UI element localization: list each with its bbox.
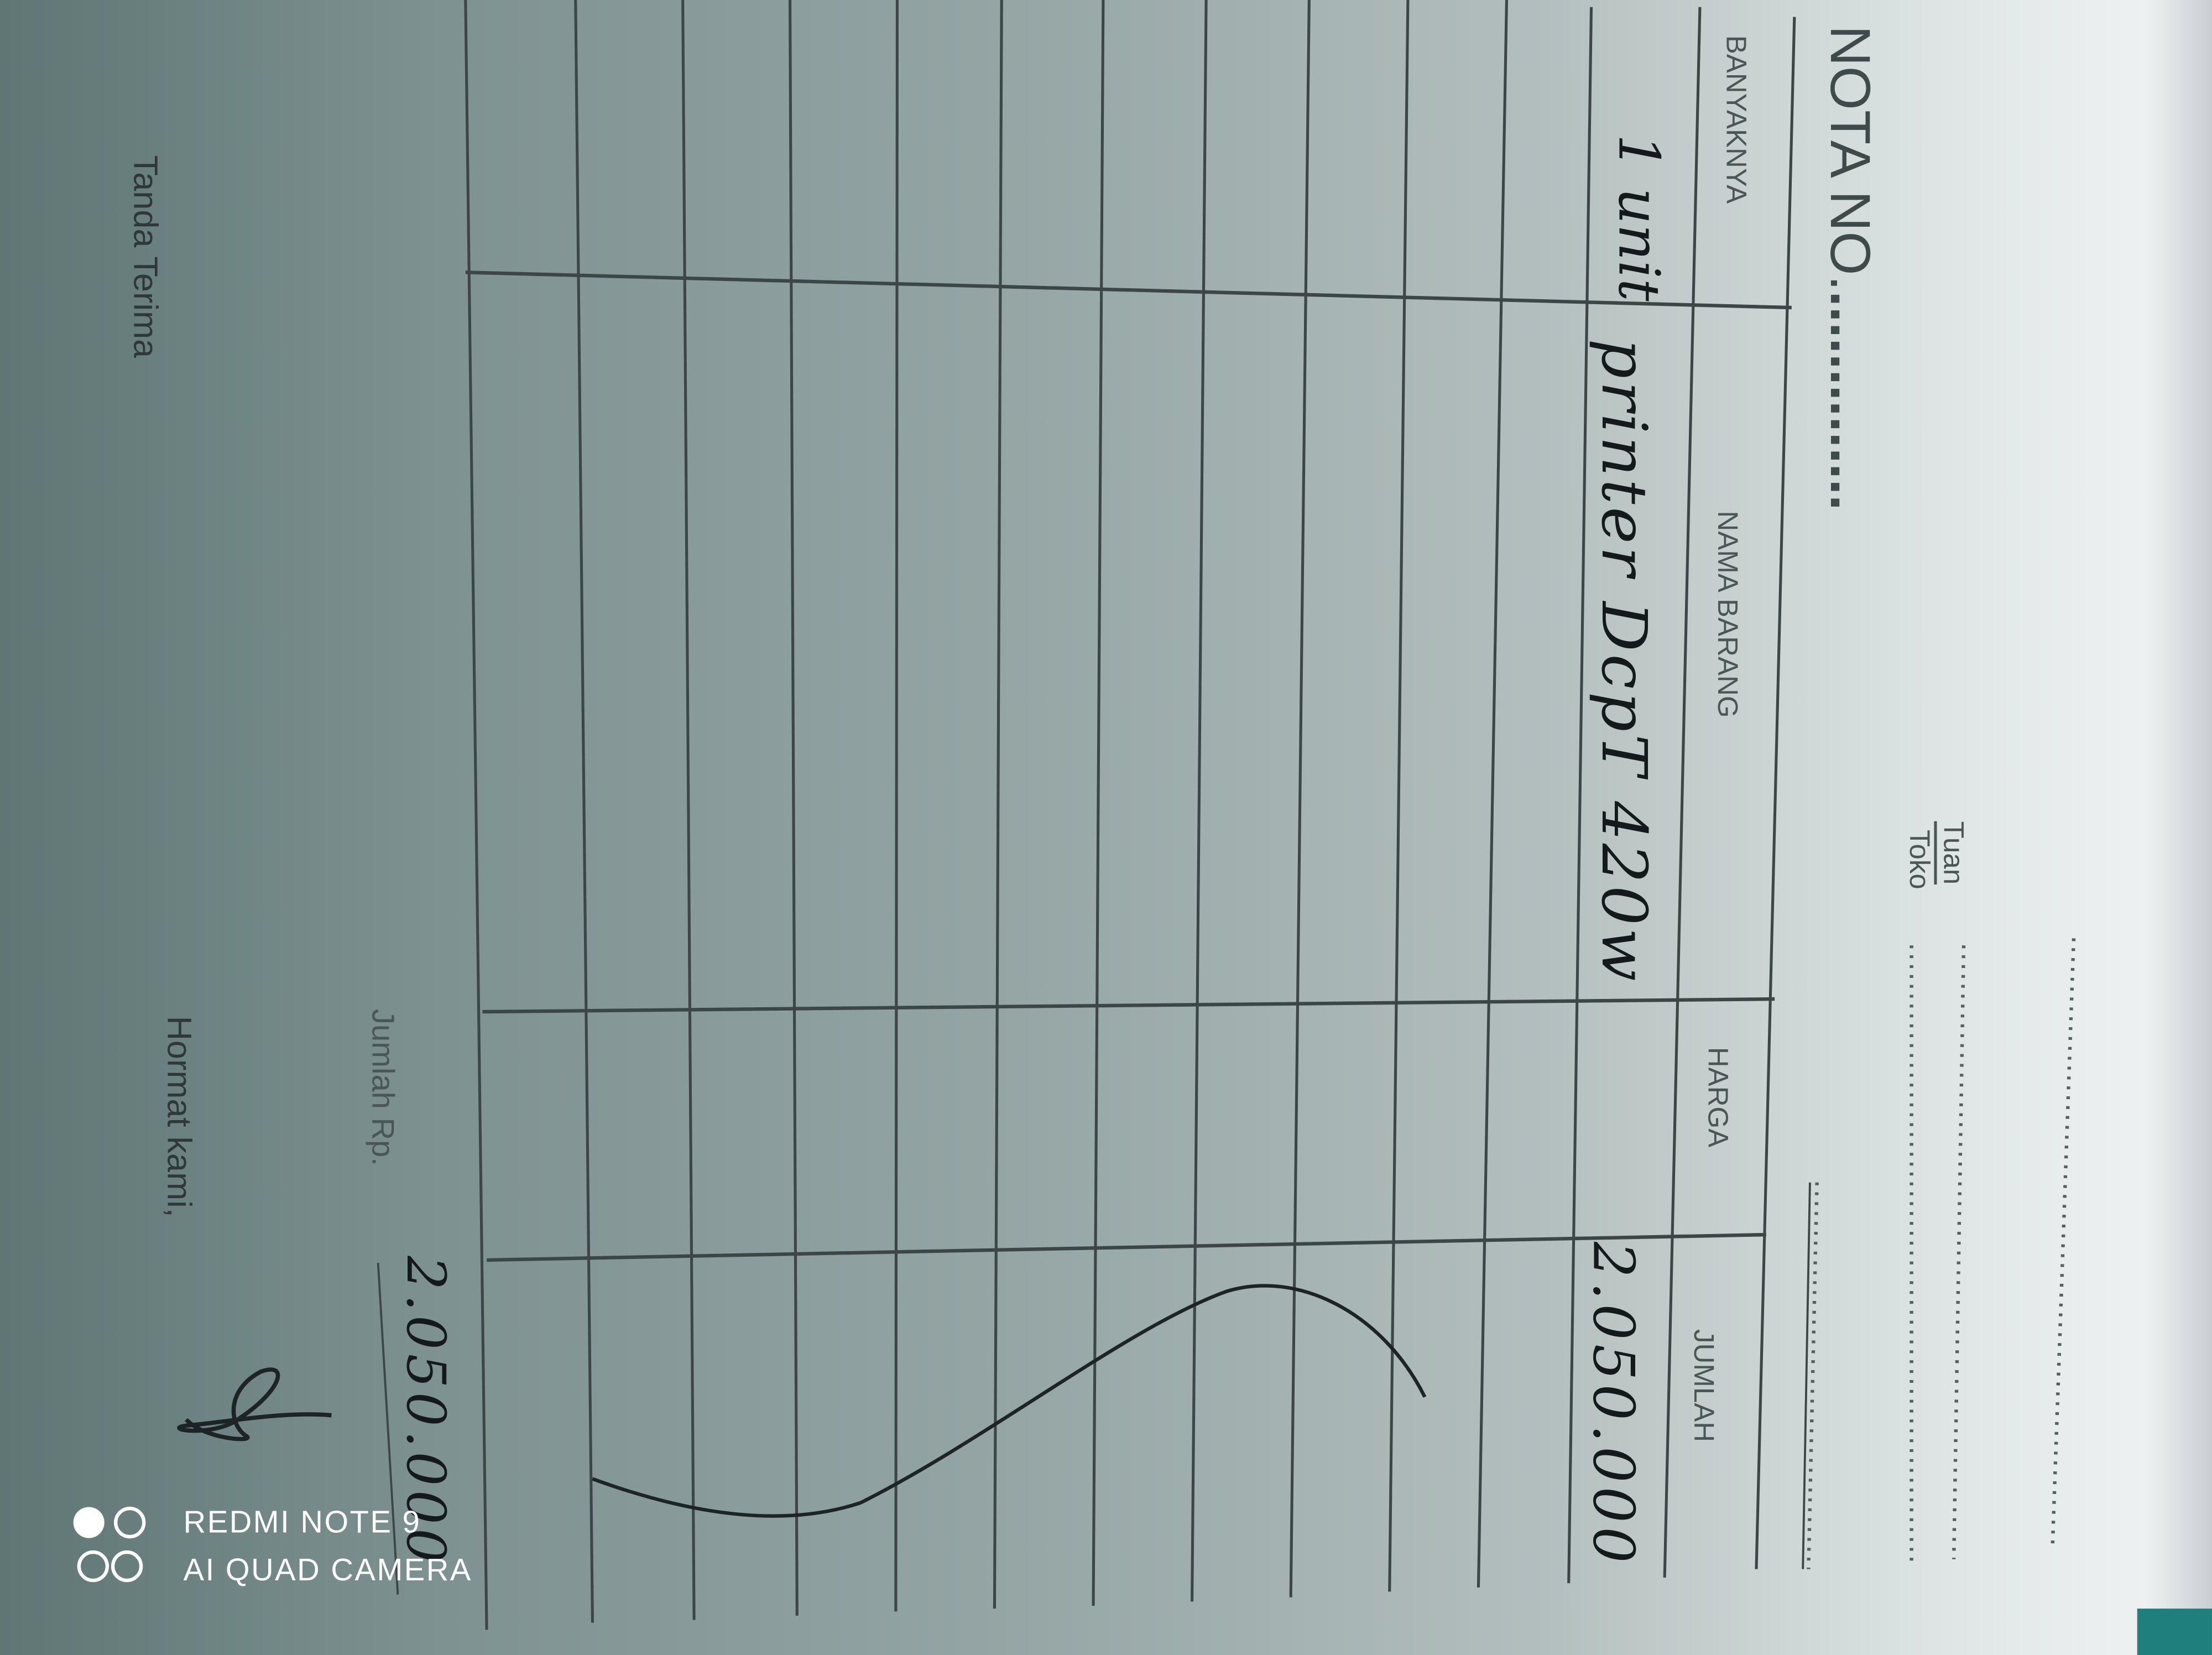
column-header-nama-barang: NAMA BARANG	[1711, 511, 1743, 718]
watermark-text: REDMI NOTE 9 AI QUAD CAMERA	[183, 1504, 472, 1588]
column-header-jumlah: JUMLAH	[1687, 1329, 1719, 1443]
row-1-banyaknya: 1 unit	[1605, 134, 1671, 301]
nota-no-title: NOTA NO...............	[1818, 25, 1881, 511]
signature	[177, 1367, 332, 1441]
total-value: 2.050.000	[395, 1256, 457, 1567]
strike-curve	[592, 1284, 1427, 1518]
column-header-banyaknya: BANYAKNYA	[1719, 35, 1751, 204]
total-label: Jumlah Rp.	[365, 1008, 401, 1166]
regards-label: Hormat kami,	[159, 1016, 198, 1217]
row-1-nama-barang: printer DcpT 420w	[1587, 339, 1659, 985]
header-top-line	[1755, 17, 1796, 1569]
received-label: Tanda Terima	[126, 155, 164, 358]
toko-label: Toko	[1903, 829, 1934, 889]
teal-edge	[2137, 1609, 2212, 1655]
quad-camera-icon	[73, 1506, 146, 1583]
column-header-harga: HARGA	[1701, 1047, 1733, 1148]
tuan-label: Tuan	[1937, 821, 1968, 885]
row-1-jumlah: 2.050.000	[1580, 1241, 1645, 1568]
